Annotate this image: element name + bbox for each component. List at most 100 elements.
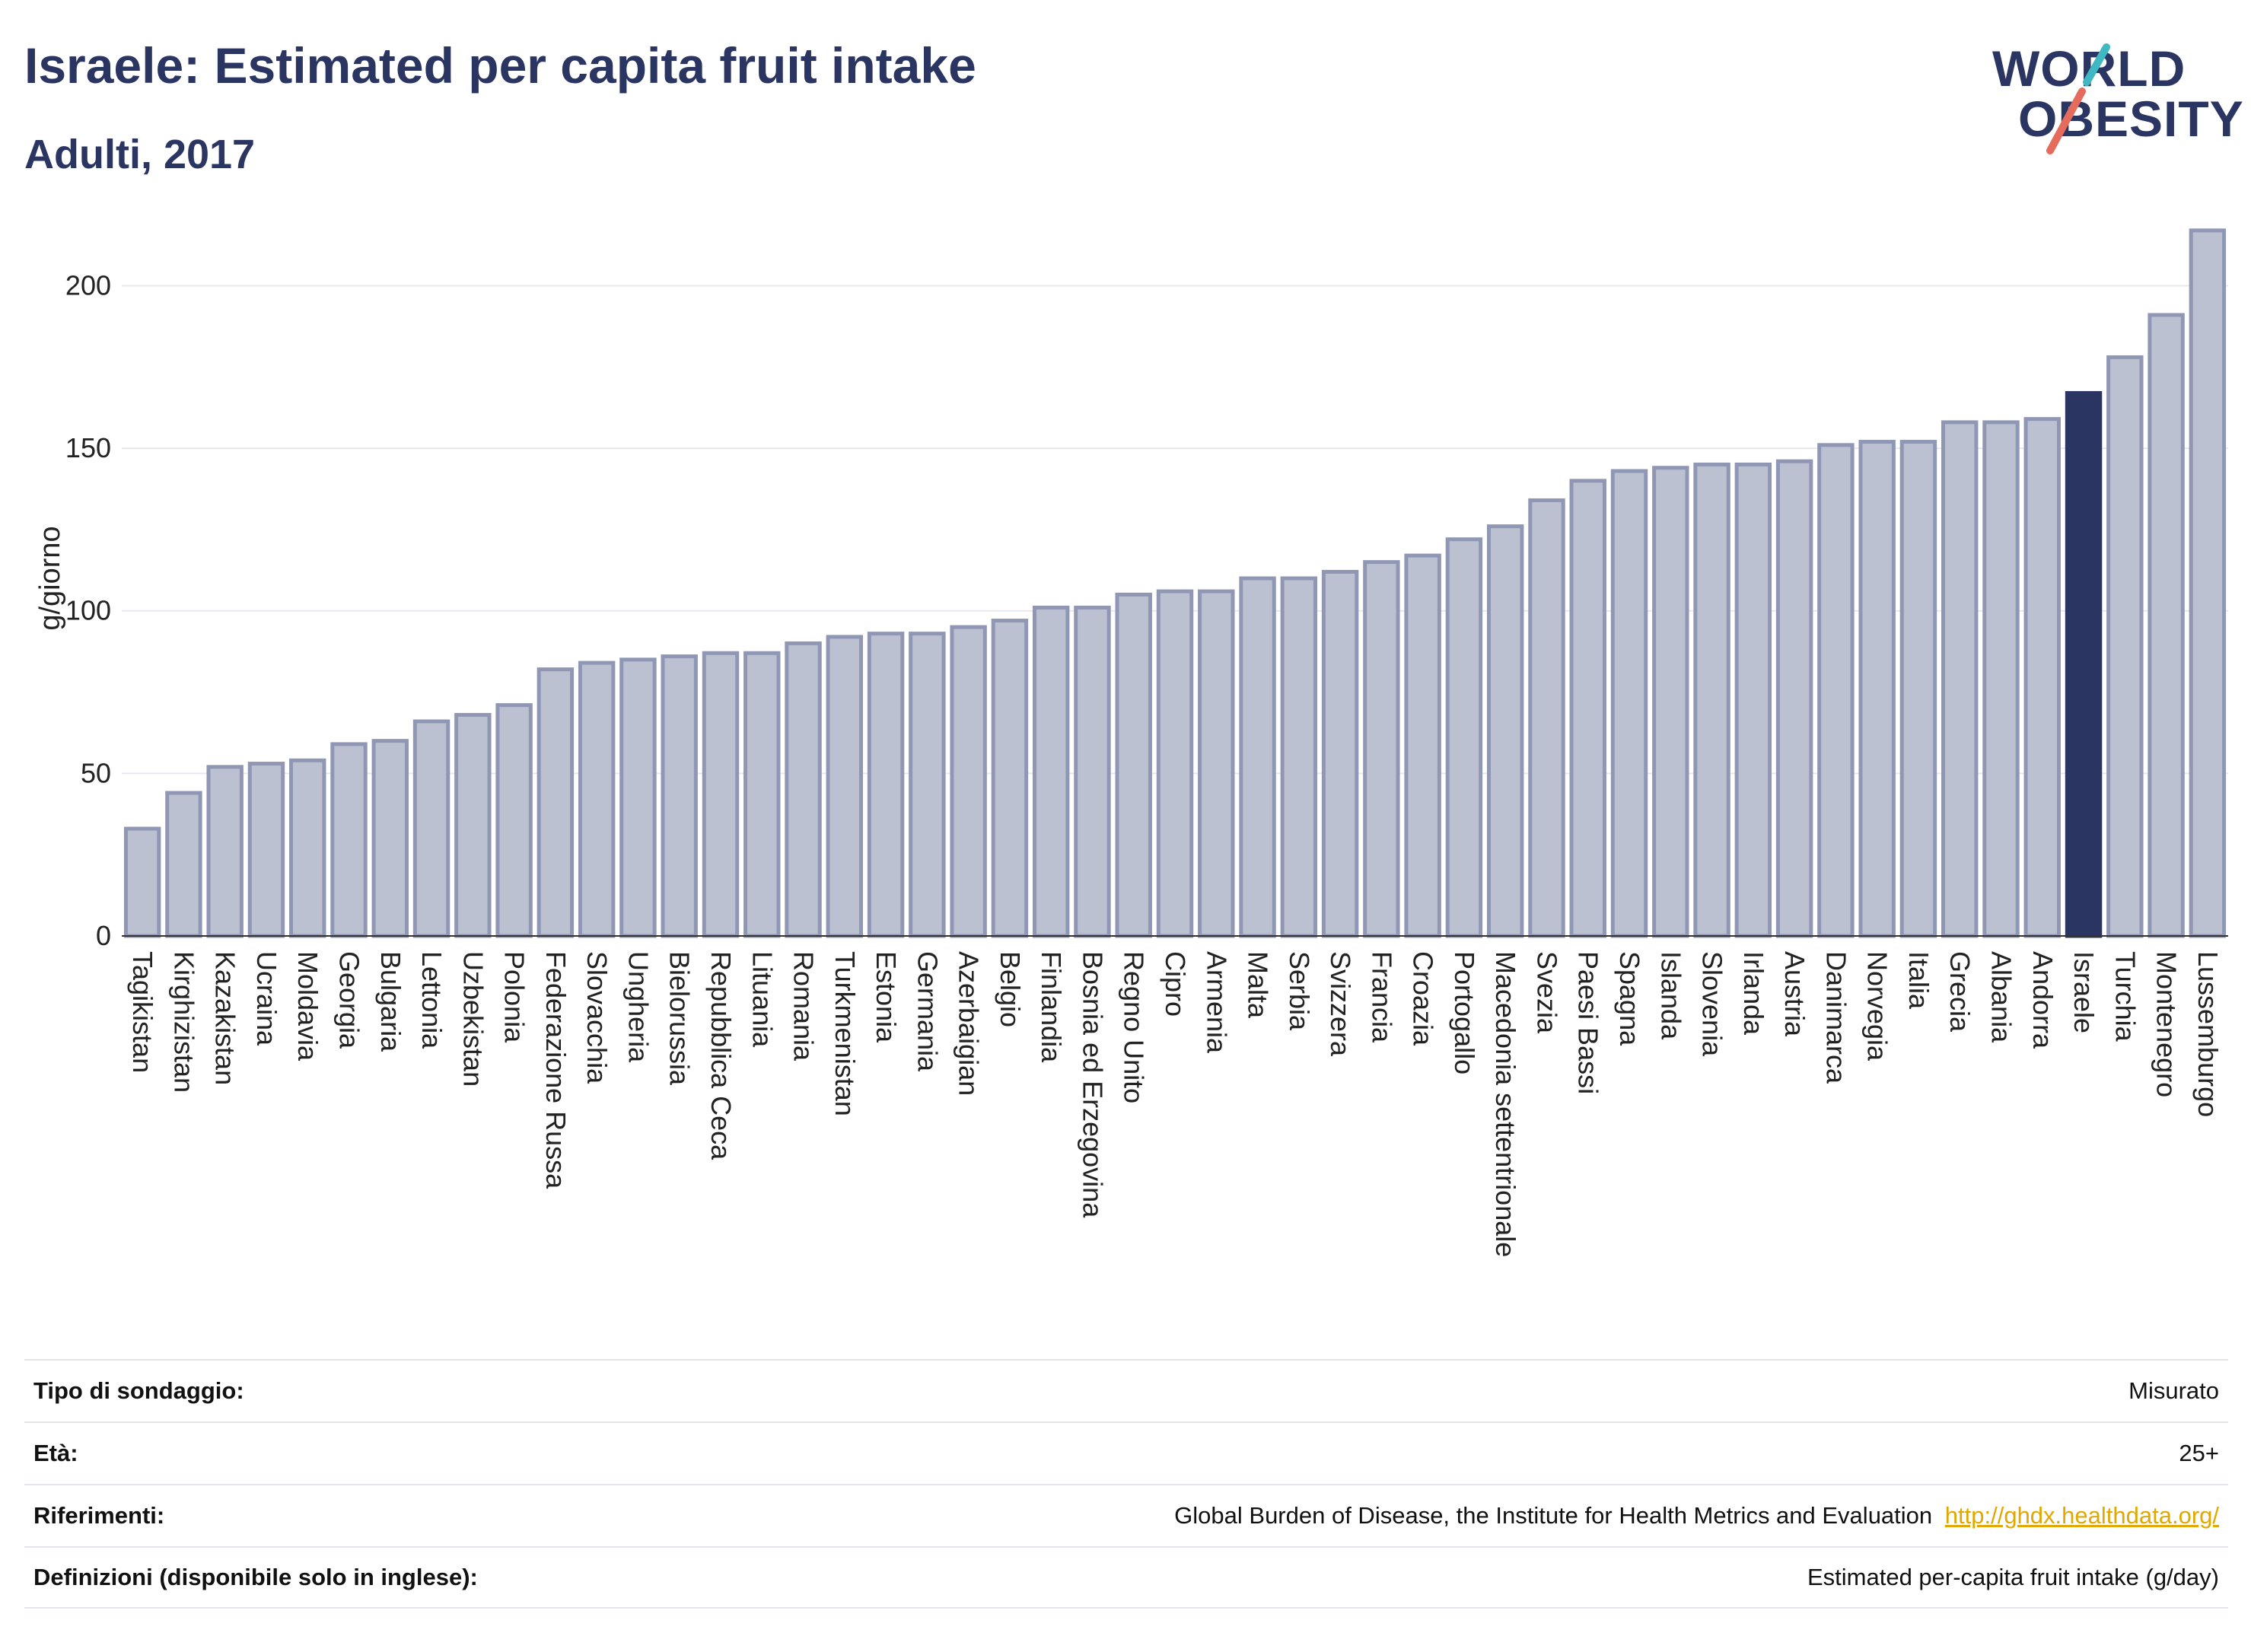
logo-line-1: WORLD [1992,40,2186,97]
x-tick-label: Polonia [499,951,530,1043]
x-tick-label: Paesi Bassi [1573,951,1604,1094]
x-tick-label: Romania [788,951,820,1062]
bar [289,758,326,938]
bar [950,625,987,938]
bar [123,826,161,938]
world-obesity-logo[interactable]: WORLD OBESITY [1986,30,2243,167]
bar [867,632,905,938]
bar [1156,589,1194,938]
y-tick-label: 150 [65,432,111,463]
x-tick-label: Slovacchia [581,951,613,1084]
info-value-references: Global Burden of Disease, the Institute … [1174,1502,2219,1529]
bar [1074,605,1111,938]
x-tick-label: Italia [1903,951,1934,1010]
x-tick-label: Georgia [334,951,365,1049]
y-tick-label: 200 [65,269,111,301]
x-tick-label: Spagna [1614,951,1645,1046]
bar [2023,417,2061,938]
bar [2106,355,2144,938]
x-tick-label: Slovenia [1697,951,1728,1057]
x-tick-label: Armenia [1201,951,1232,1054]
bar [661,654,698,938]
y-tick-label: 0 [96,920,111,951]
x-tick-label: Francia [1366,951,1397,1043]
bar [371,739,409,938]
x-tick-label: Regno Unito [1119,951,1150,1103]
bar-chart: 0 50 100 150 200 g/giorno Tagikistan Kirghizi… [34,228,2228,1257]
bar [1032,605,1070,938]
bars [123,228,2227,938]
bar [1693,462,1730,938]
bar [495,703,533,938]
bar [1404,553,1441,938]
info-value: 25+ [2179,1440,2219,1466]
x-tick-label: Kirghizistan [168,951,199,1093]
bar [330,742,368,938]
bar [619,657,657,938]
bar [1528,498,1565,938]
x-tick-label: Grecia [1944,951,1976,1033]
x-tick-label: Turchia [2109,951,2141,1042]
info-value: Misurato [2128,1377,2219,1404]
bar [1321,569,1359,938]
bar [536,667,575,938]
bar [1115,592,1152,938]
bar [991,619,1029,938]
bar [1445,537,1483,938]
x-tick-label: Irlanda [1738,951,1769,1036]
info-row-definitions: Definizioni (disponibile solo in inglese… [24,1546,2228,1609]
info-row-references: Riferimenti: Global Burden of Disease, t… [24,1484,2228,1546]
reference-link[interactable]: http://ghdx.healthdata.org/ [1944,1502,2219,1529]
x-tick-label: Danimarca [1820,951,1851,1084]
bar [1817,443,1855,938]
x-tick-label: Malta [1243,951,1274,1019]
x-tick-label: Croazia [1408,951,1439,1046]
bar [702,651,740,938]
x-tick-label: Finlandia [1036,951,1067,1063]
x-tick-label: Lettonia [416,951,447,1049]
bar [412,719,451,938]
x-tick-label: Moldavia [292,951,323,1062]
bar [1486,524,1524,938]
x-tick-label: Macedonia settentrionale [1490,951,1521,1257]
bar [1941,420,1979,938]
x-tick-label: Estonia [871,951,902,1043]
bar [2189,228,2227,938]
info-label: Riferimenti: [33,1502,165,1529]
x-tick-label: Belgio [995,951,1026,1027]
x-tick-label: Austria [1779,951,1810,1037]
x-tick-label: Repubblica Ceca [705,951,737,1160]
x-tick-label: Montenegro [2151,951,2183,1097]
bar [1899,440,1937,938]
y-axis-label: g/giorno [34,526,66,630]
chart-title: Israele: Estimated per capita fruit inta… [24,37,976,94]
chart-subtitle: Adulti, 2017 [24,132,256,177]
x-tick-label: Svezia [1531,951,1562,1034]
bar [1858,440,1896,938]
y-axis-ticks: 0 50 100 150 200 [65,269,111,951]
bar [1239,576,1276,938]
bar [1652,466,1689,938]
bar [785,641,822,938]
x-tick-label: Lituania [747,951,778,1048]
bar [826,635,864,938]
bar [206,765,244,938]
x-tick-label: Tagikistan [127,951,158,1073]
info-value: Estimated per-capita fruit intake (g/day… [1807,1564,2219,1590]
x-tick-label: Germania [912,951,943,1072]
x-axis-labels: Tagikistan Kirghizistan Kazakistan Ucraina M… [127,951,2224,1257]
x-tick-label: Turkmenistan [829,951,861,1116]
bar [1569,479,1606,938]
bar [247,762,285,938]
x-tick-label: Bielorussia [664,951,696,1086]
bar [1198,589,1235,938]
x-tick-label: Ucraina [251,951,282,1046]
info-label: Definizioni (disponibile solo in inglese… [33,1564,478,1590]
x-tick-label: Islanda [1655,951,1686,1040]
x-tick-label: Portogallo [1449,951,1480,1074]
x-tick-label: Bulgaria [375,951,406,1052]
info-label: Età: [33,1440,78,1466]
bar [454,712,492,938]
bar [1280,576,1318,938]
logo-slash-icon [2046,43,2110,154]
